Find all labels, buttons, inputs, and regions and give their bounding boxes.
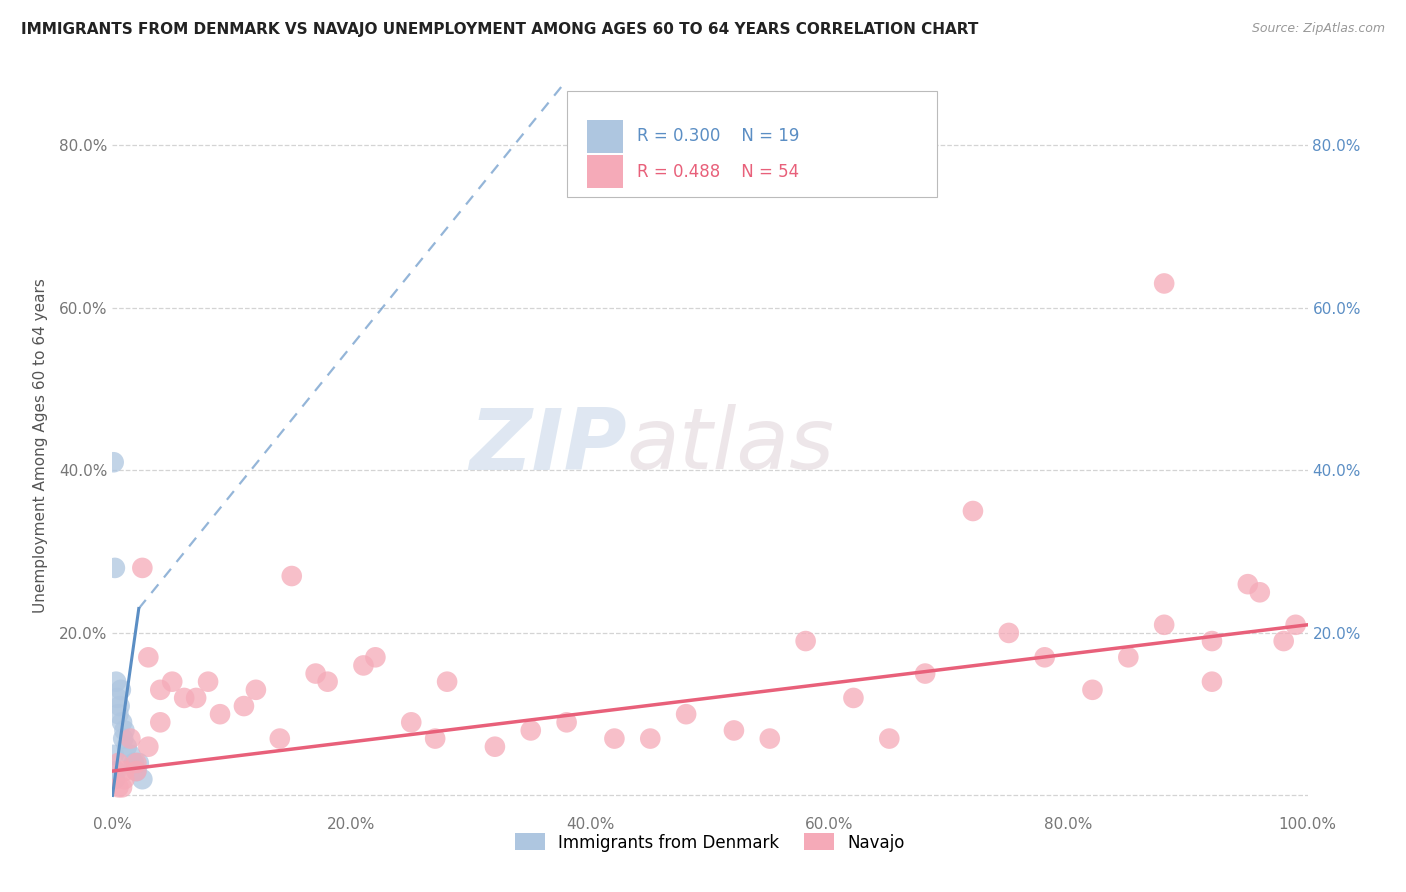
Point [107, 780, 129, 795]
Text: R = 0.488    N = 54: R = 0.488 N = 54 [637, 163, 799, 181]
Point [162, 674, 183, 689]
Point [962, 504, 984, 518]
Point [125, 764, 148, 778]
Point [520, 723, 543, 738]
Point [149, 682, 172, 697]
Point [120, 747, 142, 762]
Point [138, 650, 160, 665]
Point [108, 699, 131, 714]
Point [603, 731, 626, 746]
Point [112, 731, 135, 746]
Point [640, 731, 662, 746]
Point [675, 707, 697, 722]
Point [114, 772, 135, 787]
Point [103, 747, 125, 762]
Point [364, 650, 387, 665]
Point [209, 707, 232, 722]
Bar [586, 120, 623, 153]
Point [245, 682, 267, 697]
Point [186, 690, 208, 705]
Text: Source: ZipAtlas.com: Source: ZipAtlas.com [1251, 22, 1385, 36]
Point [794, 634, 817, 648]
Point [914, 666, 936, 681]
Point [115, 739, 138, 754]
Point [107, 756, 129, 770]
Point [879, 731, 901, 746]
Text: R = 0.300    N = 19: R = 0.300 N = 19 [637, 128, 800, 145]
Point [1201, 674, 1223, 689]
Point [110, 682, 132, 697]
Point [138, 739, 160, 754]
Point [104, 561, 127, 575]
Point [131, 561, 153, 575]
Point [197, 674, 219, 689]
Point [128, 756, 150, 770]
Point [436, 674, 458, 689]
Point [555, 715, 578, 730]
Point [149, 715, 172, 730]
Point [316, 674, 339, 689]
Point [1249, 585, 1271, 599]
Point [1285, 617, 1308, 632]
Point [1272, 634, 1295, 648]
Point [759, 731, 782, 746]
Legend: Immigrants from Denmark, Navajo: Immigrants from Denmark, Navajo [509, 827, 911, 858]
Point [125, 764, 148, 778]
Point [1153, 617, 1175, 632]
Point [107, 707, 129, 722]
Text: ZIP: ZIP [468, 404, 627, 488]
Point [111, 780, 134, 795]
Point [1201, 634, 1223, 648]
Point [173, 690, 195, 705]
Point [103, 455, 125, 469]
Point [104, 772, 127, 787]
Point [269, 731, 291, 746]
Point [122, 756, 145, 770]
Point [125, 756, 148, 770]
Point [1153, 277, 1175, 291]
Point [105, 674, 128, 689]
Point [114, 764, 135, 778]
Point [484, 739, 506, 754]
FancyBboxPatch shape [567, 91, 938, 197]
Point [281, 569, 304, 583]
Point [233, 699, 256, 714]
Point [105, 690, 128, 705]
Point [998, 626, 1021, 640]
Text: atlas: atlas [627, 404, 834, 488]
Text: IMMIGRANTS FROM DENMARK VS NAVAJO UNEMPLOYMENT AMONG AGES 60 TO 64 YEARS CORRELA: IMMIGRANTS FROM DENMARK VS NAVAJO UNEMPL… [21, 22, 979, 37]
Point [131, 772, 153, 787]
Y-axis label: Unemployment Among Ages 60 to 64 years: Unemployment Among Ages 60 to 64 years [32, 278, 48, 614]
Point [105, 764, 128, 778]
Point [842, 690, 865, 705]
Point [1118, 650, 1140, 665]
Point [305, 666, 328, 681]
Point [120, 731, 142, 746]
Point [1033, 650, 1056, 665]
Point [1081, 682, 1104, 697]
Point [1237, 577, 1260, 591]
Point [111, 715, 134, 730]
Point [352, 658, 374, 673]
Point [425, 731, 447, 746]
Point [114, 723, 135, 738]
Bar [586, 155, 623, 188]
Point [401, 715, 423, 730]
Point [723, 723, 745, 738]
